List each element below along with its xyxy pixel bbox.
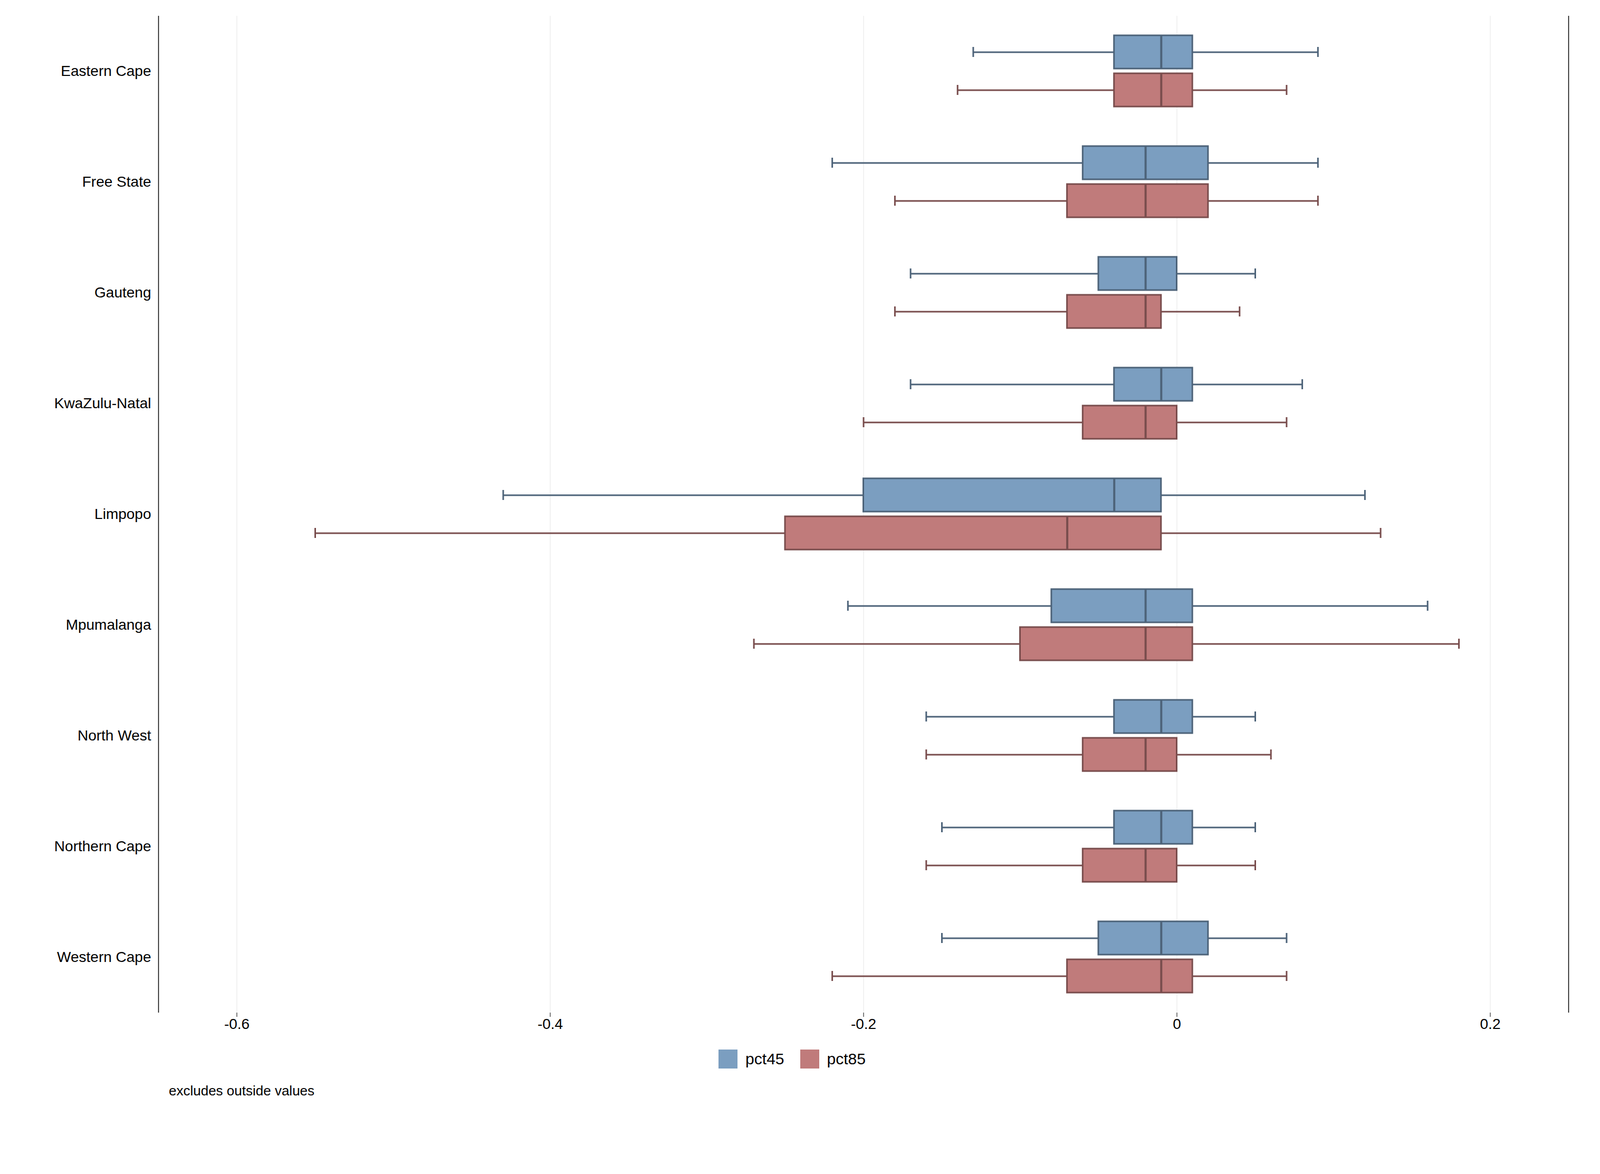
svg-text:-0.4: -0.4: [537, 1016, 563, 1033]
html-text:pct85: pct85: [826, 1050, 866, 1068]
html-text:excludes outside values: excludes outside values: [168, 1083, 315, 1099]
svg-text:Eastern Cape: Eastern Cape: [60, 62, 151, 80]
svg-text:-0.6: -0.6: [224, 1016, 250, 1033]
svg-text:Mpumalanga: Mpumalanga: [65, 616, 152, 634]
svg-text:Limpopo: Limpopo: [94, 505, 151, 523]
svg-text:Western Cape: Western Cape: [56, 949, 151, 966]
svg-text:0.2: 0.2: [1480, 1016, 1501, 1033]
html-text:pct45: pct45: [745, 1050, 785, 1068]
svg-text:Free State: Free State: [82, 173, 152, 190]
svg-text:Northern Cape: Northern Cape: [54, 838, 152, 855]
svg-text:0: 0: [1172, 1016, 1182, 1033]
svg-text:KwaZulu-Natal: KwaZulu-Natal: [54, 395, 152, 412]
svg-text:Gauteng: Gauteng: [94, 284, 151, 301]
svg-text:-0.2: -0.2: [850, 1016, 877, 1033]
svg-text:North West: North West: [77, 727, 152, 744]
